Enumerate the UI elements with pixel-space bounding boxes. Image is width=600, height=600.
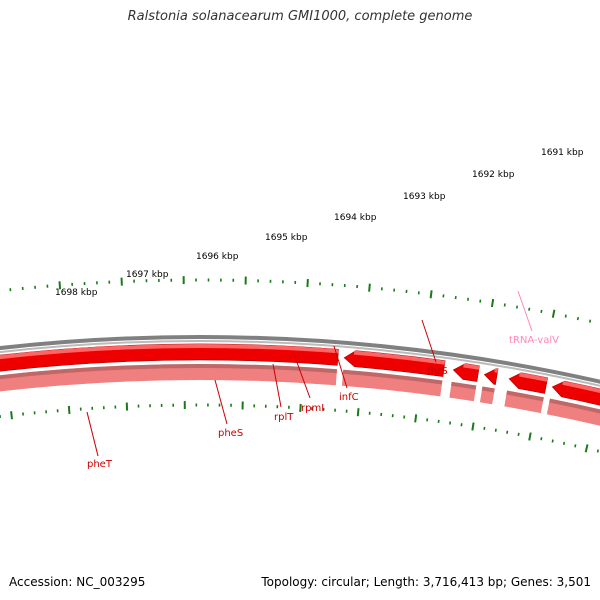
outer-scale-tick: [429, 290, 433, 299]
label-leader-rplT: [272, 363, 282, 408]
gene-label-thrS: thrS: [427, 366, 448, 377]
backbone-shadow: [0, 340, 600, 387]
accession-text: Accession: NC_003295: [9, 575, 146, 589]
cds-pale-edge-pheT: [0, 364, 338, 380]
label-leader-infC: [333, 345, 348, 389]
gene-label-pheS: pheS: [218, 428, 243, 439]
scale-label-1698: 1698 kbp: [55, 288, 98, 298]
scale-label-1696: 1696 kbp: [196, 252, 239, 262]
cds-pale-edge-pheS: [342, 369, 443, 385]
backbone-ring: [0, 335, 600, 384]
genome-backbone: [0, 335, 600, 387]
inner-scale-tick: [551, 439, 554, 443]
label-leader-thrS: [421, 319, 437, 363]
outer-scale-tick: [576, 316, 580, 321]
inner-scale-tick: [528, 432, 532, 441]
gene-label-tRNA-valV: tRNA-valV: [509, 335, 559, 346]
cds-highlight-thrS: [562, 380, 600, 394]
cds-pale-edge-infC: [506, 390, 544, 402]
cds-pale-thrS: [546, 398, 600, 426]
scale-label-1695: 1695 kbp: [265, 233, 308, 243]
outer-scale-tick: [588, 319, 592, 323]
outer-scale-tick: [551, 309, 556, 318]
label-leader-rpmI: [294, 356, 311, 399]
cds-pale-edge-rpmI: [481, 386, 495, 393]
inner-scale-tick: [414, 414, 418, 423]
scale-labels: 1691 kbp 1692 kbp 1693 kbp 1694 kbp 1695…: [55, 148, 584, 298]
inner-scale-tick: [517, 432, 520, 436]
gene-label-pheT: pheT: [87, 459, 113, 470]
cds-highlight-pheT: [0, 344, 339, 360]
inner-scale-tick: [67, 405, 71, 414]
inner-scale-tick: [540, 437, 543, 441]
outer-scale-tick: [368, 283, 371, 292]
scale-label-1691: 1691 kbp: [541, 148, 584, 158]
gene-label-rpmI: rpmI: [301, 403, 324, 414]
inner-scale-tick: [584, 444, 589, 453]
cds-pale-edge-thrS: [549, 398, 600, 414]
gene-label-infC: infC: [339, 392, 359, 403]
inner-scale-tick: [574, 444, 577, 448]
label-leader-tRNA-valV: [517, 290, 533, 332]
cds-highlight-rpmI: [494, 368, 499, 373]
outer-scale-tick: [564, 314, 567, 318]
outer-scale-tick: [515, 305, 519, 309]
outer-scale-tick: [58, 281, 62, 290]
gene-label-rplT: rplT: [274, 412, 294, 423]
inner-scale-tick: [10, 411, 13, 420]
cds-pale-pheS: [341, 369, 443, 397]
outer-scale-tick: [490, 298, 495, 308]
label-leader-pheT: [86, 411, 99, 457]
inner-scale-tick: [494, 428, 497, 432]
inner-scale-tick: [596, 449, 600, 453]
outer-scale-tick: [528, 307, 531, 311]
scale-label-1693: 1693 kbp: [403, 192, 446, 202]
gene-labels: pheT pheS rplT rpmI infC thrS tRNA-valV: [86, 290, 559, 470]
cds-highlight-rplT: [463, 363, 480, 370]
scale-label-1694: 1694 kbp: [334, 213, 377, 223]
outer-scale-tick: [540, 309, 543, 314]
scale-label-1692: 1692 kbp: [472, 170, 515, 180]
inner-scale-tick: [356, 408, 360, 417]
gene-features: [0, 343, 600, 426]
inner-scale-tick: [506, 430, 509, 434]
cds-pale-edge-rplT: [451, 381, 477, 390]
scale-ticks: [0, 276, 600, 453]
scale-label-1697: 1697 kbp: [126, 270, 169, 280]
cds-highlight-infC: [519, 372, 548, 382]
map-title: Ralstonia solanacearum GMI1000, complete…: [127, 9, 473, 24]
cds-highlight-pheS: [353, 350, 446, 365]
inner-scale-tick: [471, 422, 475, 431]
inner-scale-tick: [562, 441, 566, 446]
topology-text: Topology: circular; Length: 3,716,413 bp…: [261, 575, 591, 589]
label-leader-pheS: [214, 379, 228, 425]
